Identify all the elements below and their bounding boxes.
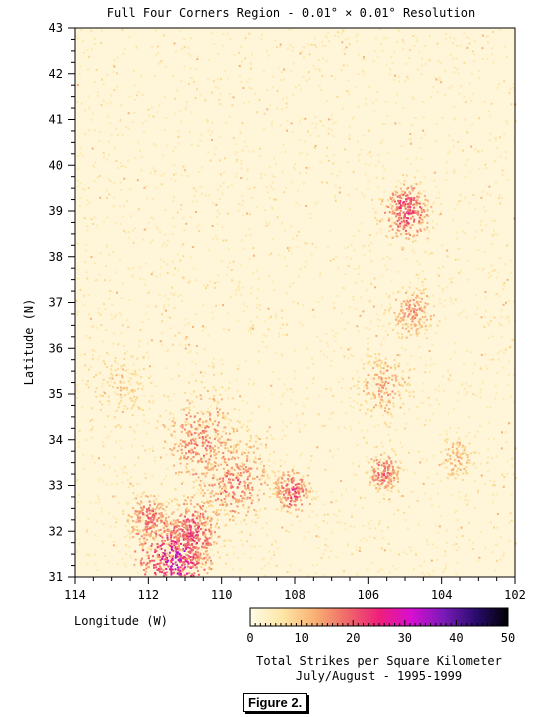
- y-axis-label: Latitude (N): [22, 299, 36, 386]
- y-tick-label: 42: [49, 67, 63, 81]
- heatmap-hotspot: [269, 465, 319, 518]
- x-axis: 114 112 110 108 106 104 102: [64, 577, 526, 602]
- colorbar-label-line2: July/August - 1995-1999: [296, 669, 462, 683]
- x-tick-label: 112: [137, 588, 159, 602]
- heatmap-hotspot: [440, 430, 482, 481]
- y-tick-label: 39: [49, 204, 63, 218]
- y-tick-label: 36: [49, 341, 63, 355]
- chart-title: Full Four Corners Region - 0.01° × 0.01°…: [107, 6, 475, 20]
- y-tick-label: 37: [49, 296, 63, 310]
- y-tick-label: 43: [49, 21, 63, 35]
- heatmap-hotspot: [384, 278, 441, 340]
- colorbar-label-line1: Total Strikes per Square Kilometer: [256, 654, 502, 668]
- x-tick-label: 106: [357, 588, 379, 602]
- x-axis-label: Longitude (W): [74, 614, 168, 628]
- x-tick-label: 108: [284, 588, 306, 602]
- y-tick-label: 34: [49, 433, 63, 447]
- y-tick-label: 31: [49, 570, 63, 584]
- figure-label: Figure 2.: [243, 693, 308, 712]
- x-tick-label: 114: [64, 588, 86, 602]
- heatmap-hotspot: [365, 448, 405, 500]
- x-tick-label: 102: [504, 588, 526, 602]
- colorbar-tick-label: 20: [346, 631, 360, 645]
- x-tick-label: 104: [431, 588, 453, 602]
- heatmap-hotspot: [347, 337, 424, 428]
- heatmap-hotspot: [160, 494, 229, 575]
- colorbar-tick-label: 40: [449, 631, 463, 645]
- y-tick-label: 32: [49, 524, 63, 538]
- heatmap-area: [75, 28, 517, 578]
- heatmap-hotspot: [142, 351, 257, 515]
- x-tick-label: 110: [211, 588, 233, 602]
- y-axis: 31 32 33 34 35 36 37 38 39 40 41 42 43: [49, 21, 75, 584]
- heatmap-hotspot: [116, 483, 186, 560]
- heatmap-hotspot: [374, 174, 455, 250]
- colorbar-tick-label: 10: [294, 631, 308, 645]
- colorbar-tick-label: 0: [246, 631, 253, 645]
- y-tick-label: 35: [49, 387, 63, 401]
- heatmap-hotspot: [87, 345, 153, 433]
- y-tick-label: 38: [49, 250, 63, 264]
- colorbar-ticks: 0 10 20 30 40 50: [246, 620, 515, 645]
- y-tick-label: 33: [49, 479, 63, 493]
- colorbar-tick-label: 50: [501, 631, 515, 645]
- y-tick-label: 41: [49, 113, 63, 127]
- colorbar-tick-label: 30: [398, 631, 412, 645]
- y-tick-label: 40: [49, 158, 63, 172]
